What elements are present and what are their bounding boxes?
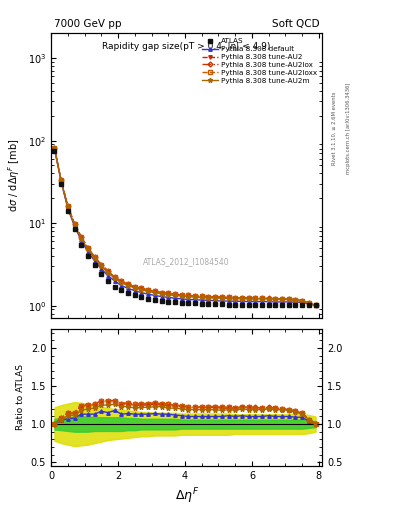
Text: ATLAS_2012_I1084540: ATLAS_2012_I1084540 xyxy=(143,257,230,266)
Text: Soft QCD: Soft QCD xyxy=(272,19,320,29)
Y-axis label: Ratio to ATLAS: Ratio to ATLAS xyxy=(16,365,25,431)
Text: mcplots.cern.ch [arXiv:1306.3436]: mcplots.cern.ch [arXiv:1306.3436] xyxy=(346,82,351,174)
Text: Rivet 3.1.10, ≥ 2.6M events: Rivet 3.1.10, ≥ 2.6M events xyxy=(332,91,337,165)
X-axis label: $\Delta\eta^F$: $\Delta\eta^F$ xyxy=(174,486,199,506)
Text: 7000 GeV pp: 7000 GeV pp xyxy=(54,19,121,29)
Text: Rapidity gap size(pT > 0.4, |η| < 4.9): Rapidity gap size(pT > 0.4, |η| < 4.9) xyxy=(103,42,271,51)
Legend: ATLAS, Pythia 8.308 default, Pythia 8.308 tune-AU2, Pythia 8.308 tune-AU2lox, Py: ATLAS, Pythia 8.308 default, Pythia 8.30… xyxy=(199,35,320,87)
Y-axis label: d$\sigma$ / d$\Delta\eta^F$ [mb]: d$\sigma$ / d$\Delta\eta^F$ [mb] xyxy=(6,139,22,212)
